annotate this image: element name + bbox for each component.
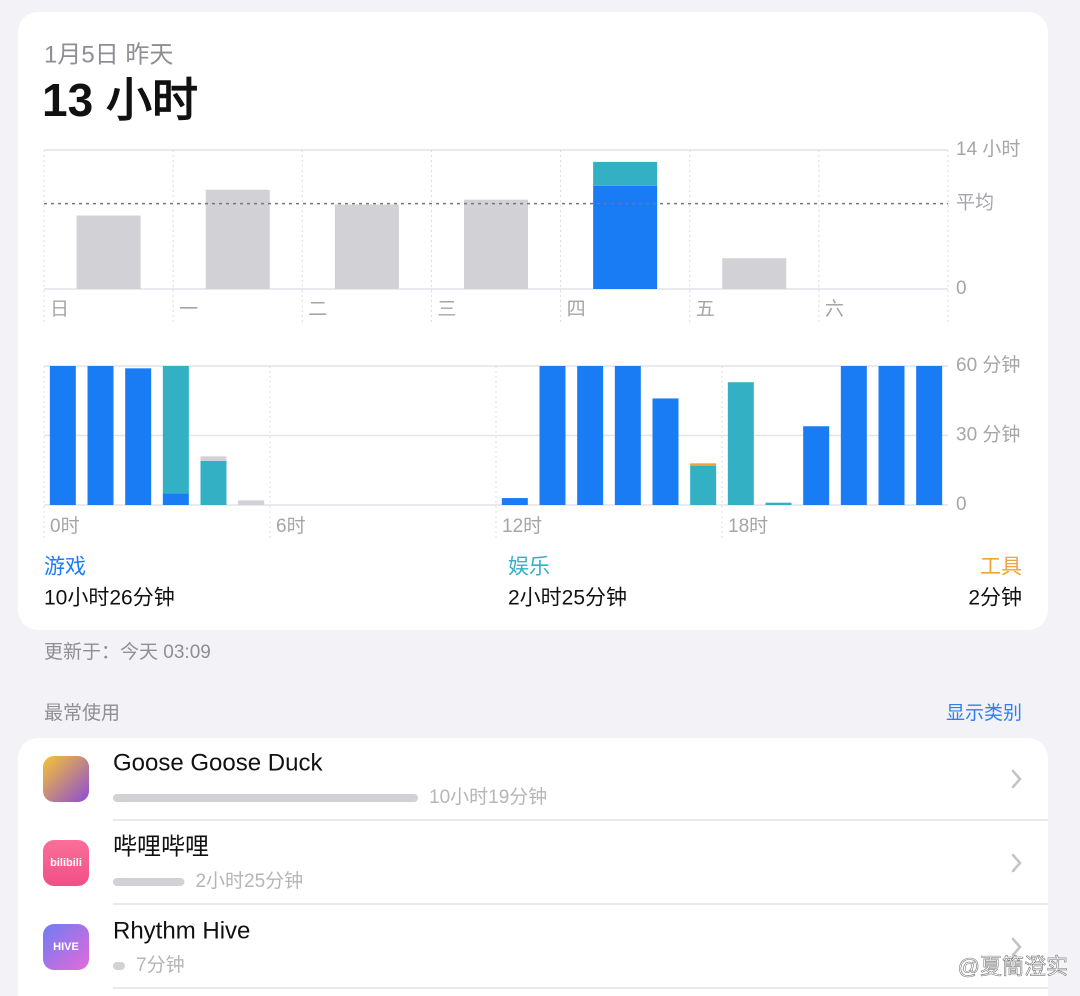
bar [803, 426, 829, 505]
bar [201, 461, 227, 505]
x-tick-label: 12时 [502, 515, 542, 537]
average-label: 平均 [956, 192, 994, 214]
bar [841, 366, 867, 505]
legend-total: 10小时26分钟 [44, 587, 175, 610]
bar [540, 366, 566, 505]
y-tick-label: 14 小时 [956, 138, 1020, 160]
x-tick-label: 18时 [728, 515, 768, 537]
date: 1月5日 昨天 [44, 41, 173, 68]
app-icon-text: HIVE [53, 941, 79, 953]
bar [88, 366, 114, 505]
x-tick-label: 一 [179, 299, 198, 320]
bar [690, 463, 716, 465]
x-tick-label: 五 [696, 299, 715, 320]
usage-bar [113, 794, 418, 802]
bar [577, 366, 603, 505]
x-tick-label: 六 [825, 298, 844, 320]
y-tick-label: 0 [956, 494, 967, 515]
bar [722, 258, 786, 289]
section-title: 最常使用 [44, 702, 120, 724]
x-tick-label: 四 [567, 299, 586, 320]
bar [593, 162, 657, 186]
bar [766, 503, 792, 505]
app-name[interactable]: Goose Goose Duck [113, 749, 323, 776]
x-tick-label: 0时 [50, 515, 80, 537]
x-tick-label: 三 [437, 299, 456, 320]
bar [464, 200, 528, 289]
x-tick-label: 6时 [276, 515, 306, 537]
updated: 更新于：今天 03:09 [44, 641, 211, 663]
bar [125, 368, 151, 505]
legend-name: 娱乐 [508, 556, 550, 579]
usage-time: 10小时19分钟 [429, 786, 547, 808]
app-name[interactable]: Rhythm Hive [113, 917, 250, 944]
legend-name: 游戏 [44, 556, 86, 579]
bar [916, 366, 942, 505]
show-categories[interactable]: 显示类别 [946, 702, 1022, 724]
bar [77, 216, 141, 289]
bar [50, 366, 76, 505]
bar [335, 205, 399, 289]
legend-total: 2分钟 [968, 587, 1022, 610]
bar [201, 456, 227, 461]
usage-bar [113, 878, 184, 886]
y-tick-label: 60 分钟 [956, 354, 1020, 376]
app-icon [43, 756, 89, 802]
usage-bar [113, 962, 125, 970]
bar [728, 382, 754, 505]
y-tick-label: 0 [956, 278, 967, 299]
app-icon-text: bilibili [50, 857, 82, 869]
bar [502, 498, 528, 505]
bar [206, 190, 270, 289]
legend-name: 工具 [980, 556, 1022, 579]
app-name[interactable]: 哔哩哔哩 [113, 833, 209, 860]
bar [593, 186, 657, 289]
usage-time: 7分钟 [136, 954, 185, 976]
bar [163, 493, 189, 505]
bar [690, 466, 716, 505]
bar [653, 398, 679, 505]
bar [163, 366, 189, 493]
bar [615, 366, 641, 505]
legend-total: 2小时25分钟 [508, 587, 627, 610]
bar [238, 500, 264, 505]
watermark: @夏簡澄实 [958, 954, 1068, 979]
x-tick-label: 日 [50, 299, 69, 320]
y-tick-label: 30 分钟 [956, 424, 1020, 446]
bar [879, 366, 905, 505]
x-tick-label: 二 [308, 299, 327, 320]
total-time: 13 小时 [42, 74, 198, 126]
usage-time: 2小时25分钟 [195, 870, 303, 892]
